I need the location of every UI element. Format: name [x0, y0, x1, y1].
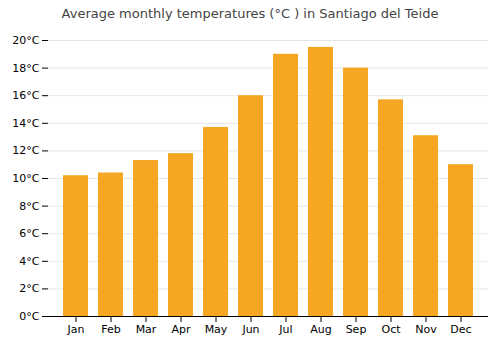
svg-text:Aug: Aug	[310, 323, 331, 336]
svg-text:8°C: 8°C	[19, 200, 39, 213]
svg-text:Nov: Nov	[415, 323, 437, 336]
svg-text:2°C: 2°C	[19, 282, 39, 295]
svg-text:6°C: 6°C	[19, 227, 39, 240]
html-text:Average monthly temperatures (: Average monthly temperatures (°C ) in Sa…	[61, 6, 439, 21]
svg-text:Apr: Apr	[171, 323, 191, 336]
svg-text:Dec: Dec	[450, 323, 471, 336]
svg-text:Jul: Jul	[278, 323, 292, 336]
svg-text:Mar: Mar	[136, 323, 157, 336]
svg-text:Feb: Feb	[101, 323, 120, 336]
svg-text:Sep: Sep	[346, 323, 367, 336]
svg-text:May: May	[205, 323, 228, 336]
svg-text:16°C: 16°C	[12, 89, 39, 102]
svg-text:Jan: Jan	[67, 323, 85, 336]
svg-text:14°C: 14°C	[12, 117, 39, 130]
svg-text:18°C: 18°C	[12, 62, 39, 75]
svg-text:Oct: Oct	[381, 323, 401, 336]
svg-text:Jun: Jun	[241, 323, 259, 336]
svg-text:0°C: 0°C	[19, 310, 39, 323]
svg-text:12°C: 12°C	[12, 144, 39, 157]
svg-text:20°C: 20°C	[12, 34, 39, 47]
svg-text:4°C: 4°C	[19, 255, 39, 268]
svg-text:10°C: 10°C	[12, 172, 39, 185]
